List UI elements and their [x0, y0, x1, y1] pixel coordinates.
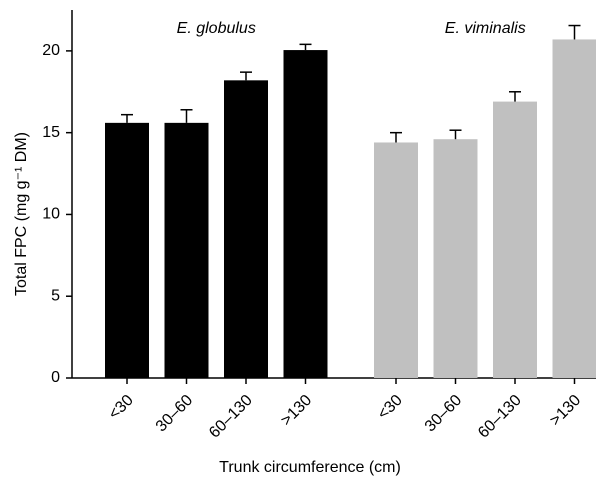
group-label: E. globulus: [177, 20, 256, 37]
x-axis-label: Trunk circumference (cm): [219, 459, 401, 476]
x-tick-label: 30–60: [153, 392, 197, 436]
x-tick-label: >130: [547, 392, 585, 430]
group-label: E. viminalis: [445, 20, 526, 37]
bar: [493, 101, 537, 378]
x-tick-label: <30: [375, 392, 406, 423]
y-tick-label: 5: [51, 287, 60, 304]
bar: [224, 80, 268, 378]
x-tick-label: 60–130: [475, 392, 525, 442]
bar: [552, 39, 596, 378]
bar: [283, 50, 328, 379]
x-tick-label: <30: [106, 392, 137, 423]
bar: [105, 122, 149, 378]
bar: [433, 139, 478, 378]
y-tick-label: 15: [42, 124, 60, 141]
x-tick-label: 60–130: [206, 392, 256, 442]
x-tick-label: >130: [278, 392, 316, 430]
y-tick-label: 0: [51, 369, 60, 386]
y-tick-label: 10: [42, 206, 60, 223]
y-tick-label: 20: [42, 42, 60, 59]
bar: [164, 122, 209, 378]
y-axis-label: Total FPC (mg g⁻¹ DM): [13, 132, 30, 296]
bar: [374, 142, 418, 378]
x-tick-label: 30–60: [422, 392, 466, 436]
